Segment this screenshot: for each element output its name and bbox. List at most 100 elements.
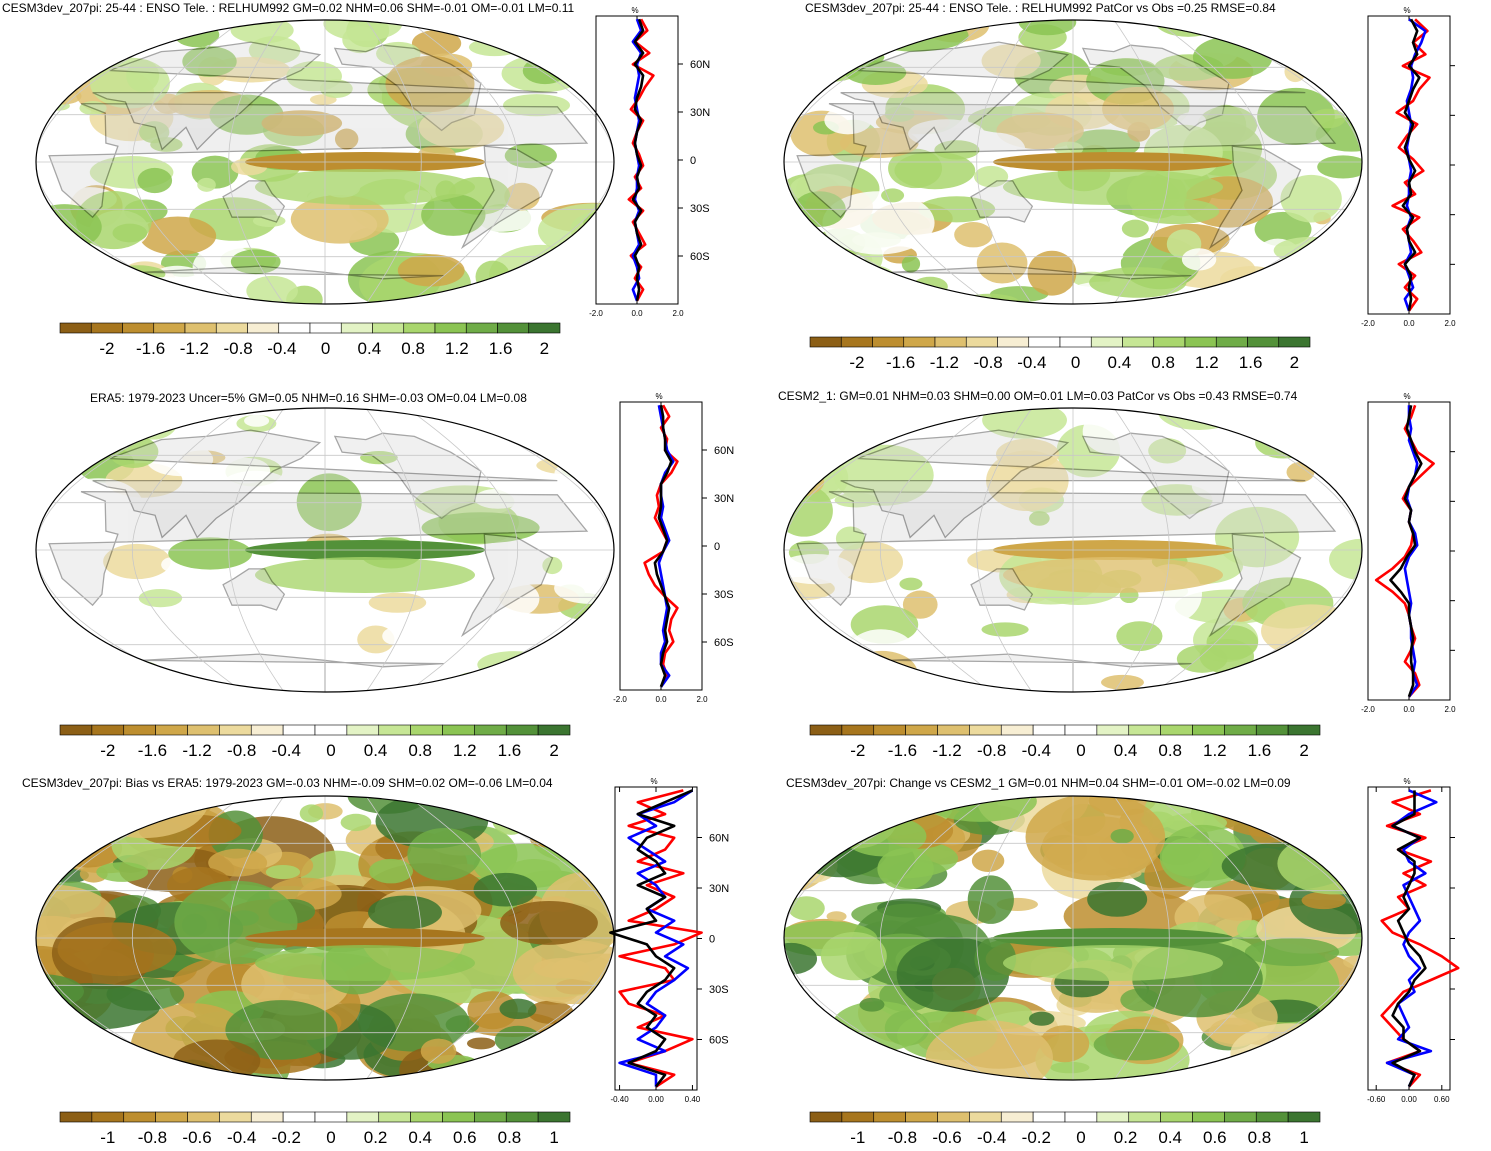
colorbar-swatch [340, 322, 373, 334]
zonal-mean-plot: % -2.0 0.0 2.0 [1361, 6, 1456, 328]
colorbar-label: -0.8 [888, 1128, 917, 1147]
coastline-australia [970, 568, 1034, 611]
zonal-x-tick-label: 0.60 [1434, 1095, 1450, 1104]
colorbar-swatch [505, 1111, 539, 1123]
colorbar-swatch [474, 724, 507, 736]
colorbar-swatch [219, 724, 252, 736]
zonal-lat-tick-label: 30N [690, 107, 710, 119]
colorbar-swatch [155, 1111, 188, 1123]
world-map [783, 19, 1363, 305]
colorbar-label: 0 [321, 339, 330, 358]
colorbar-label: 0 [326, 741, 335, 760]
graticule [784, 796, 1362, 1080]
graticule [36, 20, 614, 304]
coastline-australia [222, 568, 286, 611]
colorbar-swatch [314, 724, 348, 736]
zonal-lat-tick-label: 60S [714, 637, 734, 649]
zonal-x-tick-label: 2.0 [1444, 705, 1456, 714]
colorbar-swatch [410, 724, 443, 736]
zonal-series-line [1374, 404, 1435, 698]
zonal-series-line [1391, 18, 1431, 312]
zonal-lat-tick-label: 30S [709, 984, 729, 996]
zonal-units: % [1403, 777, 1410, 786]
map-border [783, 795, 1363, 1081]
colorbar-swatch [403, 322, 436, 334]
panel-bottom-right: CESM3dev_207pi: Change vs CESM2_1 GM=0.0… [748, 768, 1491, 1151]
colorbar-swatch [1096, 724, 1130, 736]
zonal-series-line [609, 789, 693, 1088]
colorbar-swatch [905, 1111, 938, 1123]
colorbar-swatch [1064, 724, 1098, 736]
zonal-lat-tick-label: 60N [714, 445, 734, 457]
colorbar-swatch [997, 336, 1030, 348]
zonal-mean-plot: % -2.0 0.0 2.0 60N 30N 0 30S 60S [613, 392, 734, 704]
colorbar-swatch [1192, 1111, 1225, 1123]
colorbar-swatch [1224, 724, 1257, 736]
colorbar-swatch [872, 336, 905, 348]
colorbar-label: -0.2 [272, 1128, 301, 1147]
zonal-lat-tick-label: 30S [690, 203, 710, 215]
zonal-series-line [1401, 18, 1421, 311]
zonal-lat-tick-label: 0 [709, 934, 715, 946]
colorbar-swatch [505, 724, 539, 736]
colorbar-swatch [346, 1111, 380, 1123]
colorbar-swatch [442, 1111, 475, 1123]
colorbar-swatch [410, 1111, 443, 1123]
colorbar-label: 1.6 [1239, 353, 1263, 372]
zonal-frame [619, 401, 703, 691]
panel-top-right: CESM3dev_207pi: 25-44 : ENSO Tele. : REL… [748, 0, 1491, 383]
colorbar-label: -1.6 [136, 339, 165, 358]
colorbar-label: 0.4 [1108, 353, 1132, 372]
colorbar-label: 0.4 [1114, 741, 1138, 760]
coastline-north-america [333, 44, 482, 132]
colorbar-swatch [809, 724, 843, 736]
zonal-x-tick-label: 0.00 [648, 1095, 664, 1104]
colorbar-swatch [905, 724, 938, 736]
colorbar-label: -1.2 [180, 339, 209, 358]
colorbar-swatch [187, 724, 220, 736]
zonal-x-tick-label: 2.0 [696, 695, 708, 704]
colorbar-swatch [1192, 724, 1225, 736]
colorbar-swatch [215, 322, 248, 334]
coastline-north-america [1081, 432, 1230, 520]
panel-title: CESM3dev_207pi: Bias vs ERA5: 1979-2023 … [22, 776, 553, 790]
coastline-australia [970, 180, 1034, 223]
map-border [35, 795, 615, 1081]
zonal-x-tick-label: 0.0 [1403, 319, 1415, 328]
colorbar-swatch [1128, 724, 1161, 736]
colorbar: -1 -0.8 -0.6 -0.4 -0.2 0 0.2 0.4 0.6 0.8 1 [809, 1111, 1321, 1147]
coastline-north-america [333, 432, 482, 520]
colorbar-swatch [937, 1111, 970, 1123]
colorbar-label: -2 [99, 339, 114, 358]
colorbar-label: 0.8 [401, 339, 425, 358]
colorbar-swatch [314, 1111, 348, 1123]
colorbar-swatch [1224, 1111, 1257, 1123]
coastline-australia [222, 180, 286, 223]
colorbar-swatch [90, 322, 123, 334]
panel-title: ERA5: 1979-2023 Uncer=5% GM=0.05 NHM=0.1… [90, 391, 527, 405]
zonal-x-tick-label: 0.0 [655, 695, 667, 704]
graticule [36, 408, 614, 692]
colorbar-swatch [187, 1111, 220, 1123]
colorbar-swatch [809, 336, 842, 348]
colorbar-label: 0.4 [358, 339, 382, 358]
colorbar-label: 2 [540, 339, 549, 358]
zonal-units: % [631, 6, 638, 15]
colorbar-swatch [809, 1111, 843, 1123]
zonal-x-tick-label: -2.0 [613, 695, 627, 704]
colorbar-swatch [840, 336, 873, 348]
colorbar-swatch [282, 1111, 316, 1123]
colorbar-swatch [1255, 724, 1289, 736]
colorbar-swatch [155, 724, 188, 736]
colorbar-label: 0.6 [453, 1128, 477, 1147]
zonal-lat-tick-label: 30S [714, 589, 734, 601]
coastline-north-america [1081, 44, 1230, 132]
colorbar: -2 -1.6 -1.2 -0.8 -0.4 0 0.4 0.8 1.2 1.6 2 [809, 724, 1321, 760]
panel-title: CESM3dev_207pi: 25-44 : ENSO Tele. : REL… [805, 1, 1276, 15]
colorbar-swatch [1128, 1111, 1161, 1123]
zonal-series-line [1389, 405, 1423, 698]
colorbar-swatch [937, 724, 970, 736]
colorbar-swatch [153, 322, 186, 334]
zonal-x-tick-label: -0.40 [610, 1095, 629, 1104]
colorbar-swatch [250, 724, 284, 736]
